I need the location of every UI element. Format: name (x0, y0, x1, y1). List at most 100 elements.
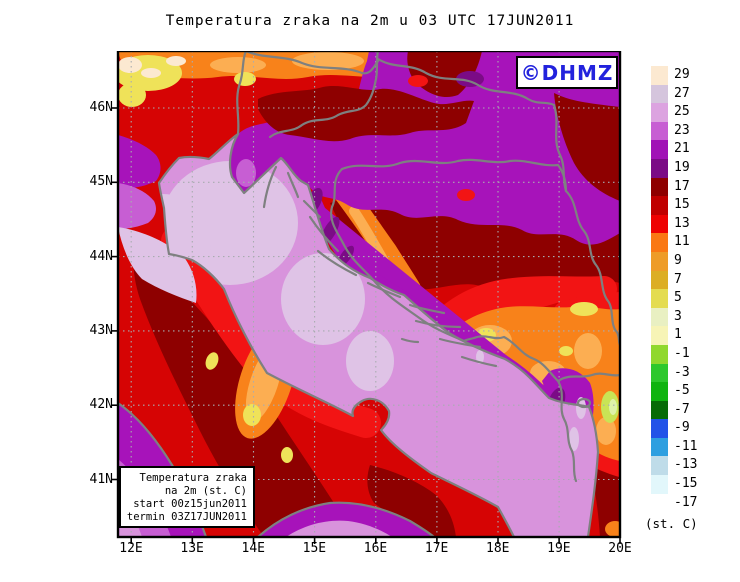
color-scale-swatch (651, 251, 668, 271)
color-scale-swatch (651, 66, 668, 85)
color-scale-swatch (651, 289, 668, 308)
y-axis-tick-label: 45N (89, 174, 113, 190)
color-scale-swatch (651, 363, 668, 383)
color-scale-swatch (651, 158, 668, 178)
run-info-line: start 00z15jun2011 (133, 498, 247, 510)
y-axis-tick-label: 42N (89, 397, 113, 413)
run-info-line: na 2m (st. C) (164, 485, 247, 497)
color-scale-swatch (651, 270, 668, 290)
y-axis-tick-label: 44N (89, 248, 113, 264)
y-axis-tick-label: 41N (89, 471, 113, 487)
color-scale-value: 23 (674, 122, 690, 138)
color-scale-swatch (651, 121, 668, 141)
x-axis-tick-label: 13E (180, 541, 204, 556)
x-axis-tick-label: 17E (424, 541, 449, 556)
color-scale-swatch (651, 382, 668, 401)
color-scale-row: 21 (651, 140, 697, 159)
color-scale-value: 15 (674, 197, 690, 213)
color-scale-value: -13 (674, 457, 698, 473)
x-axis-tick-label: 16E (363, 541, 388, 556)
islands (118, 165, 592, 537)
color-scale-row: 29 (651, 66, 697, 85)
color-scale-row: 15 (651, 196, 697, 215)
color-scale-swatch (651, 475, 668, 494)
color-scale-row: 27 (651, 84, 697, 104)
color-scale-row: 13 (651, 214, 697, 234)
color-scale-value: 9 (674, 252, 682, 268)
color-scale-swatch (651, 84, 668, 104)
color-scale-row: 19 (651, 158, 697, 178)
color-scale-row: 3 (651, 307, 697, 327)
color-scale-row: -17 (651, 493, 698, 513)
color-scale-value: 19 (674, 159, 690, 175)
color-scale-row: 9 (651, 251, 697, 271)
color-scale-swatch (651, 307, 668, 327)
color-scale-value: -1 (674, 345, 690, 361)
color-scale-row: -7 (651, 400, 697, 420)
dhmz-logo: ©DHMZ (516, 56, 618, 89)
color-scale-row: -11 (651, 437, 698, 457)
coastline (157, 132, 600, 537)
country-borders (236, 51, 620, 483)
color-scale-swatch (651, 196, 668, 215)
color-scale-value: -9 (674, 420, 690, 436)
color-scale-swatch (651, 344, 668, 364)
plot-frame (116, 51, 622, 539)
run-info-line: Temperatura zraka (139, 472, 247, 484)
color-scale-swatch (651, 214, 668, 234)
color-scale-row: -15 (651, 475, 697, 494)
color-scale-value: 13 (674, 215, 690, 231)
color-scale-value: 7 (674, 271, 682, 287)
color-scale-row: 25 (651, 103, 697, 122)
color-scale-swatch (651, 400, 668, 420)
color-scale-swatch (651, 177, 668, 197)
x-axis-tick-label: 14E (241, 541, 265, 556)
x-axis-tick-label: 15E (302, 541, 327, 556)
color-scale-row: -5 (651, 382, 697, 401)
color-scale-row: 7 (651, 270, 697, 290)
x-axis-tick-label: 19E (547, 541, 571, 556)
color-scale-swatch (651, 437, 668, 457)
x-axis-tick-label: 20E (608, 541, 632, 556)
color-scale-unit: (st. C) (645, 516, 698, 531)
color-scale-swatch (651, 140, 668, 159)
color-scale-value: -15 (674, 476, 698, 492)
y-axis-tick-label: 43N (89, 322, 113, 338)
color-scale-value: 17 (674, 178, 690, 194)
color-scale-row: 11 (651, 233, 697, 252)
color-scale-value: 1 (674, 327, 682, 343)
color-scale-row: 5 (651, 289, 697, 308)
color-scale-value: 27 (674, 85, 690, 101)
map-title: Temperatura zraka na 2m u 03 UTC 17JUN20… (165, 13, 575, 29)
x-axis-tick-label: 18E (486, 541, 510, 556)
run-info-line: termin 03Z17JUN2011 (126, 511, 247, 523)
color-scale-value: -11 (674, 438, 698, 454)
temperature-fill-purple-north (230, 51, 620, 245)
y-axis-tick-label: 46N (89, 100, 113, 115)
color-scale: 29 27 25 23 21 19 17 15 13 11 9 7 5 3 1 -1 -3 -5 -7 -9 -11 -1… (651, 66, 698, 513)
color-scale-row: -9 (651, 419, 697, 438)
color-scale-row: 17 (651, 177, 697, 197)
x-axis-tick-label: 12E (119, 541, 143, 556)
dhmz-logo-text: ©DHMZ (520, 60, 614, 85)
color-scale-row: 1 (651, 326, 697, 345)
latlon-grid (118, 51, 620, 537)
color-scale-swatch (651, 456, 668, 476)
color-scale-swatch (651, 103, 668, 122)
color-scale-value: 25 (674, 104, 690, 120)
axis-tick-marks (111, 107, 621, 544)
color-scale-value: 29 (674, 67, 690, 82)
color-scale-row: -1 (651, 344, 697, 364)
color-scale-row: -3 (651, 363, 697, 383)
color-scale-swatch (651, 233, 668, 252)
color-scale-value: 21 (674, 141, 690, 157)
color-scale-swatch (651, 326, 668, 345)
color-scale-row: -13 (651, 456, 698, 476)
color-scale-value: -3 (674, 364, 690, 380)
temperature-fill-maroon-north (258, 51, 620, 201)
color-scale-value: -7 (674, 401, 690, 417)
color-scale-swatch (651, 419, 668, 438)
color-scale-row: 23 (651, 121, 697, 141)
color-scale-value: -17 (674, 494, 698, 510)
